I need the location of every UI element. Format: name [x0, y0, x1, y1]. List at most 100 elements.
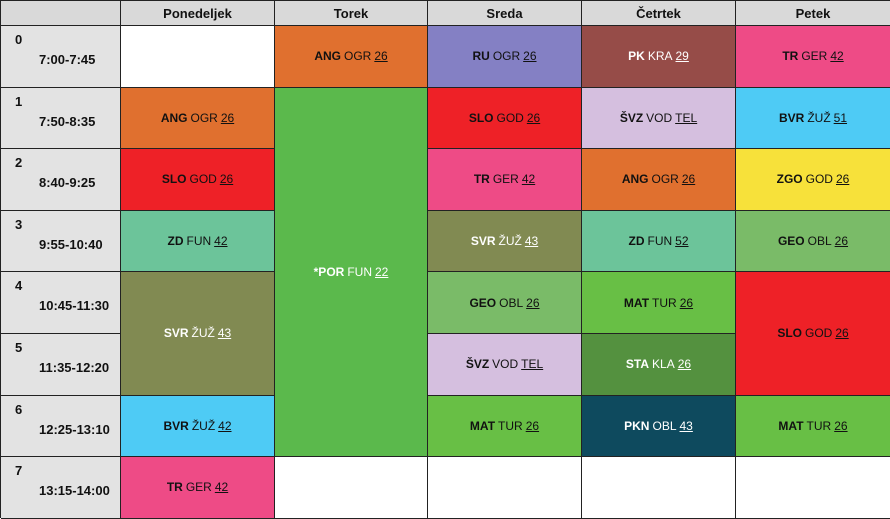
lesson-cell[interactable]: SVR ŽUŽ 43: [428, 210, 582, 273]
lesson-subject: ZD: [167, 234, 184, 249]
lesson-subject: TR: [166, 480, 183, 495]
lesson-room[interactable]: 29: [675, 49, 689, 64]
day-header: Četrtek: [582, 1, 736, 26]
lesson-subject: ANG: [160, 110, 188, 125]
lesson-cell[interactable]: ŠVZ VOD TEL: [428, 333, 582, 396]
period-time: 9:55-10:40: [39, 236, 103, 252]
lesson-cell[interactable]: STA KLA 26: [582, 333, 736, 396]
lesson-teacher: GOD: [496, 110, 524, 125]
lesson-room[interactable]: 26: [525, 418, 540, 433]
period-cell: 3 9:55-10:40: [1, 210, 121, 273]
lesson-cell[interactable]: TR GER 42: [428, 149, 582, 211]
lesson-cell[interactable]: MAT TUR 26: [428, 395, 582, 458]
day-header: Ponedeljek: [121, 1, 275, 26]
period-number: 2: [15, 155, 23, 171]
lesson-subject: TR: [782, 49, 799, 64]
lesson-cell[interactable]: TR GER 42: [121, 457, 275, 519]
lesson-cell[interactable]: ZD FUN 42: [121, 210, 275, 273]
lesson-teacher: OGR: [343, 49, 372, 64]
lesson-room[interactable]: 42: [521, 172, 536, 187]
lesson-room[interactable]: 52: [675, 234, 689, 249]
lesson-cell[interactable]: PK KRA 29: [582, 26, 736, 88]
lesson-subject: BVR: [163, 418, 189, 433]
lesson-room[interactable]: 26: [220, 110, 235, 125]
lesson-room[interactable]: 51: [833, 110, 848, 125]
lesson-room[interactable]: 26: [834, 418, 848, 433]
lesson-cell[interactable]: SLO GOD 26: [736, 272, 890, 396]
period-time: 7:00-7:45: [39, 52, 96, 67]
lesson-room[interactable]: 42: [214, 480, 229, 495]
lesson-subject: ZD: [628, 234, 645, 249]
lesson-teacher: VOD: [646, 110, 673, 125]
day-header: Petek: [736, 1, 890, 26]
lesson-cell[interactable]: PKN OBL 43: [582, 395, 736, 458]
lesson-subject: MAT: [623, 295, 650, 310]
lesson-teacher: OBL: [807, 234, 832, 249]
lesson-cell[interactable]: MAT TUR 26: [582, 272, 736, 334]
lesson-subject: *POR: [313, 264, 345, 279]
lesson-room[interactable]: 26: [374, 49, 388, 64]
lesson-room[interactable]: 26: [526, 295, 540, 310]
lesson-room[interactable]: 43: [217, 326, 232, 341]
lesson-cell[interactable]: RU OGR 26: [428, 26, 582, 88]
lesson-teacher: ŽUŽ: [498, 234, 522, 249]
lesson-room[interactable]: TEL: [521, 357, 544, 372]
lesson-cell[interactable]: GEO OBL 26: [736, 210, 890, 273]
lesson-room[interactable]: 43: [679, 418, 693, 433]
lesson-room[interactable]: 26: [219, 172, 234, 187]
period-cell: 5 11:35-12:20: [1, 333, 121, 396]
lesson-room[interactable]: 26: [526, 110, 541, 125]
lesson-subject: GEO: [469, 295, 497, 310]
lesson-cell[interactable]: SLO GOD 26: [121, 149, 275, 211]
period-cell: 1 7:50-8:35: [1, 87, 121, 150]
lesson-cell[interactable]: ANG OGR 26: [275, 26, 428, 88]
lesson-room[interactable]: 42: [218, 418, 232, 433]
period-time: 11:35-12:20: [39, 359, 110, 375]
lesson-subject: ŠVZ: [465, 357, 490, 372]
lesson-room[interactable]: 26: [834, 234, 849, 249]
lesson-subject: SLO: [777, 326, 802, 341]
lesson-room[interactable]: 26: [681, 172, 696, 187]
lesson-room[interactable]: 26: [677, 357, 692, 372]
lesson-teacher: KRA: [647, 49, 673, 64]
lesson-subject: MAT: [469, 418, 496, 433]
lesson-cell[interactable]: BVR ŽUŽ 51: [736, 87, 890, 150]
lesson-room[interactable]: 42: [214, 234, 228, 249]
empty-slot: [736, 457, 890, 519]
period-number: 1: [15, 93, 23, 109]
lesson-cell[interactable]: ANG OGR 26: [121, 87, 275, 150]
lesson-room[interactable]: 42: [830, 49, 844, 64]
lesson-room[interactable]: TEL: [675, 110, 698, 125]
lesson-subject: MAT: [778, 418, 804, 433]
lesson-cell[interactable]: TR GER 42: [736, 26, 890, 88]
period-number: 7: [15, 463, 23, 479]
lesson-cell[interactable]: SLO GOD 26: [428, 87, 582, 150]
lesson-teacher: ŽUŽ: [191, 326, 215, 341]
lesson-cell[interactable]: ŠVZ VOD TEL: [582, 87, 736, 150]
corner-cell: [1, 1, 121, 26]
lesson-cell[interactable]: ZGO GOD 26: [736, 149, 890, 211]
lesson-teacher: VOD: [492, 357, 519, 372]
lesson-room[interactable]: 26: [523, 49, 537, 64]
lesson-cell[interactable]: ZD FUN 52: [582, 210, 736, 273]
lesson-cell[interactable]: ANG OGR 26: [582, 149, 736, 211]
lesson-teacher: OGR: [190, 110, 218, 125]
period-cell: 2 8:40-9:25: [1, 149, 121, 211]
lesson-room[interactable]: 26: [835, 326, 849, 341]
lesson-teacher: FUN: [186, 234, 212, 249]
lesson-room[interactable]: 26: [679, 295, 694, 310]
lesson-cell[interactable]: MAT TUR 26: [736, 395, 890, 458]
lesson-room[interactable]: 26: [835, 172, 850, 187]
lesson-cell[interactable]: SVR ŽUŽ 43: [121, 272, 275, 396]
lesson-teacher: TUR: [806, 418, 832, 433]
lesson-room[interactable]: 22: [375, 264, 389, 279]
lesson-cell[interactable]: GEO OBL 26: [428, 272, 582, 334]
period-cell: 0 7:00-7:45: [1, 26, 121, 88]
lesson-room[interactable]: 43: [524, 234, 539, 249]
period-time: 7:50-8:35: [39, 113, 96, 129]
lesson-subject: RU: [472, 49, 490, 64]
lesson-subject: SVR: [163, 326, 189, 341]
lesson-cell[interactable]: BVR ŽUŽ 42: [121, 395, 275, 458]
lesson-teacher: TUR: [652, 295, 677, 310]
lesson-cell[interactable]: *POR FUN 22: [275, 87, 428, 458]
